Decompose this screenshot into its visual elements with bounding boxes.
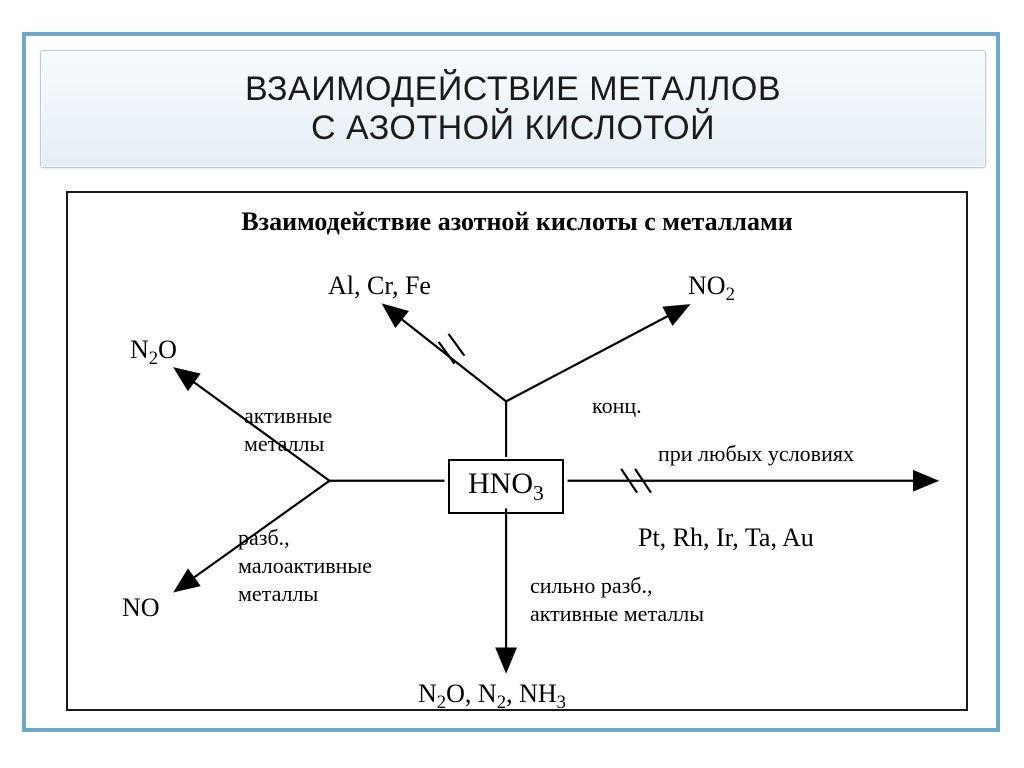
- label-noble-metals: Pt, Rh, Ir, Ta, Au: [638, 523, 814, 553]
- bottom-text2: активные металлы: [530, 601, 704, 627]
- n2o-o: O: [158, 335, 177, 364]
- label-al-cr-fe: Al, Cr, Fe: [328, 271, 431, 301]
- slide-frame: ВЗАИМОДЕЙСТВИЕ МЕТАЛЛОВ С АЗОТНОЙ КИСЛОТ…: [22, 32, 1000, 732]
- bp2: O, N: [446, 679, 497, 708]
- right-condition-text: при любых условиях: [658, 441, 854, 467]
- diagram-subtitle: Взаимодействие азотной кислоты с металла…: [68, 207, 966, 237]
- center-formula-box: HNO3: [448, 459, 564, 514]
- label-no2: NO2: [688, 271, 735, 306]
- title-line-1: ВЗАИМОДЕЙСТВИЕ МЕТАЛЛОВ: [245, 70, 781, 109]
- no-text2: малоактивные: [238, 553, 372, 579]
- title-panel: ВЗАИМОДЕЙСТВИЕ МЕТАЛЛОВ С АЗОТНОЙ КИСЛОТ…: [40, 50, 986, 168]
- n2o-2: 2: [149, 348, 158, 369]
- bp4: , NH: [506, 679, 557, 708]
- label-n2o: N2O: [130, 335, 177, 370]
- center-formula: HNO: [468, 467, 533, 500]
- bp5: 3: [557, 692, 566, 713]
- center-formula-sub: 3: [533, 481, 544, 505]
- bottom-text1: сильно разб.,: [530, 573, 652, 599]
- label-bottom-products: N2O, N2, NH3: [418, 679, 566, 714]
- no2-base: NO: [688, 271, 726, 300]
- no-text3: металлы: [238, 581, 318, 607]
- bp3: 2: [497, 692, 506, 713]
- no2-sub: 2: [726, 284, 735, 305]
- label-conc: конц.: [592, 393, 642, 419]
- n2o-text2: металлы: [244, 431, 324, 457]
- no-text1: разб.,: [238, 525, 290, 551]
- bp0: N: [418, 679, 437, 708]
- label-no: NO: [122, 593, 160, 623]
- n2o-text1: активные: [244, 403, 332, 429]
- bp1: 2: [437, 692, 446, 713]
- n2o-n: N: [130, 335, 149, 364]
- title-line-2: С АЗОТНОЙ КИСЛОТОЙ: [311, 109, 715, 148]
- diagram-area: Взаимодействие азотной кислоты с металла…: [66, 191, 968, 711]
